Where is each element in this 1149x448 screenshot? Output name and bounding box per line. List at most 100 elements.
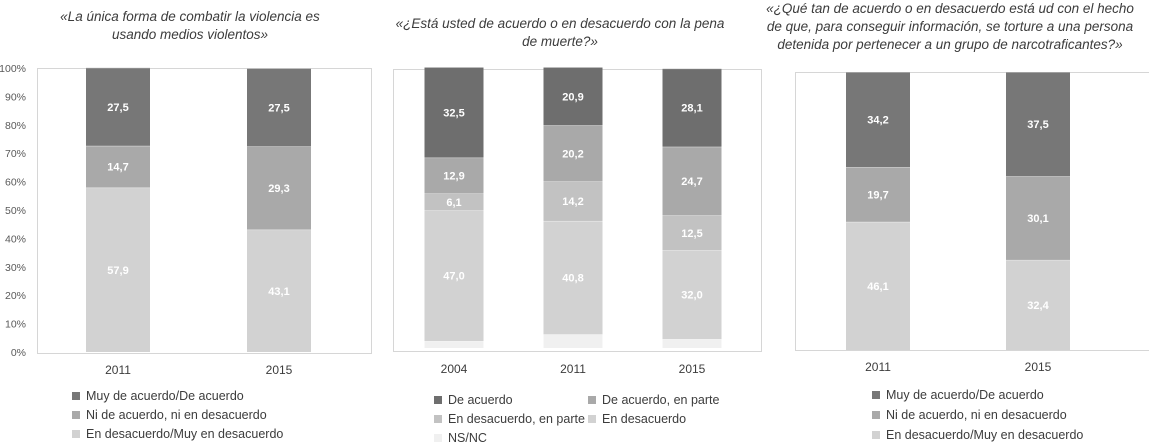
chart1-bar-segment xyxy=(247,68,311,147)
legend-label: En desacuerdo, en parte xyxy=(448,412,585,426)
chart3-data-label: 19,7 xyxy=(867,189,888,201)
chart1-bar-segment xyxy=(86,187,150,352)
legend-item: En desacuerdo/Muy en desacuerdo xyxy=(872,426,1083,445)
legend-item: De acuerdo xyxy=(434,391,513,410)
legend-item: Ni de acuerdo, ni en desacuerdo xyxy=(72,406,267,425)
chart1-data-label: 29,3 xyxy=(268,183,289,195)
legend-label: Muy de acuerdo/De acuerdo xyxy=(86,389,244,403)
legend-swatch xyxy=(72,392,80,400)
chart2-title: «¿Está usted de acuerdo o en desacuerdo … xyxy=(380,15,740,51)
chart3-data-label: 34,2 xyxy=(867,115,888,127)
chart3-bar-segment xyxy=(1006,72,1070,177)
chart1-legend: Muy de acuerdo/De acuerdo Ni de acuerdo,… xyxy=(72,387,372,447)
chart1-data-label: 43,1 xyxy=(268,286,289,298)
chart1-ytick-label: 50% xyxy=(5,205,26,217)
legend-item: Muy de acuerdo/De acuerdo xyxy=(72,387,244,406)
chart2-bar-segment xyxy=(662,250,722,340)
chart3-data-label: 46,1 xyxy=(867,281,888,293)
chart2-data-label: 40,8 xyxy=(562,273,583,285)
chart1-ytick-label: 20% xyxy=(5,290,26,302)
chart2-title-line: «¿Está usted de acuerdo o en desacuerdo … xyxy=(395,16,725,31)
chart3-title-line: detenida por pertenecer a un grupo de na… xyxy=(777,37,1123,52)
chart3-bar-segment xyxy=(846,167,910,222)
legend-item: En desacuerdo, en parte xyxy=(434,410,585,429)
legend-swatch xyxy=(872,391,880,399)
chart2-data-label: 47,0 xyxy=(443,271,464,283)
chart2-category-label: 2011 xyxy=(560,362,586,376)
chart2-bar-segment xyxy=(662,339,722,348)
chart3-bar-segment xyxy=(846,72,910,168)
chart2-bar-segment xyxy=(543,220,603,335)
chart1-bar-segment xyxy=(86,145,150,188)
chart1-bar-segment xyxy=(247,146,311,230)
chart3-title-line: de que, para conseguir información, se t… xyxy=(766,19,1134,34)
legend-swatch xyxy=(434,415,442,423)
legend-swatch xyxy=(434,434,442,442)
chart2-bar-segment xyxy=(662,146,722,216)
chart2-bar-segment xyxy=(543,334,603,348)
chart2-category-label: 2015 xyxy=(679,362,706,376)
chart1-title-line: usando medios violentos» xyxy=(111,27,269,42)
chart3-bar-segment xyxy=(1006,259,1070,350)
chart1-ytick-label: 60% xyxy=(5,177,26,189)
legend-item: Muy de acuerdo/De acuerdo xyxy=(872,386,1044,405)
legend-label: De acuerdo xyxy=(448,393,513,407)
legend-item: De acuerdo, en parte xyxy=(588,391,719,410)
chart2-data-label: 6,1 xyxy=(446,197,461,209)
chart1-ytick-label: 80% xyxy=(5,120,26,132)
chart1-title: «La única forma de combatir la violencia… xyxy=(40,8,340,44)
chart1-title-line: «La única forma de combatir la violencia… xyxy=(60,9,320,24)
chart2-data-label: 28,1 xyxy=(681,103,702,115)
chart2-data-label: 12,9 xyxy=(443,171,464,183)
chart2-title-line: de muerte?» xyxy=(522,34,598,49)
chart2-bar-segment xyxy=(424,210,484,342)
chart2-data-label: 20,9 xyxy=(562,91,583,103)
chart1-data-label: 14,7 xyxy=(107,162,128,174)
legend-swatch xyxy=(434,396,442,404)
chart3-bar-segment xyxy=(846,221,910,350)
chart2-bar-segment xyxy=(424,157,484,194)
chart1-ytick-label: 30% xyxy=(5,262,26,274)
legend-label: Ni de acuerdo, ni en desacuerdo xyxy=(886,408,1067,422)
chart2-data-label: 20,2 xyxy=(562,148,583,160)
chart2-bar-segment xyxy=(543,181,603,221)
legend-label: En desacuerdo/Muy en desacuerdo xyxy=(886,428,1084,442)
chart3-data-label: 32,4 xyxy=(1027,300,1049,312)
legend-item: En desacuerdo/Muy en desacuerdo xyxy=(72,425,283,444)
chart1-ytick-label: 0% xyxy=(11,347,26,359)
chart3-data-label: 30,1 xyxy=(1027,213,1048,225)
chart1-ytick-label: 40% xyxy=(5,233,26,245)
chart1-data-label: 57,9 xyxy=(107,265,128,277)
legend-label: Ni de acuerdo, ni en desacuerdo xyxy=(86,408,267,422)
chart3-bar-segment xyxy=(1006,176,1070,260)
chart1-ytick-label: 10% xyxy=(5,319,26,331)
chart2-bar-segment xyxy=(543,67,603,126)
chart1-bar-segment xyxy=(86,67,150,146)
legend-label: En desacuerdo/Muy en desacuerdo xyxy=(86,427,284,441)
chart2-bar-segment xyxy=(424,193,484,211)
chart1-data-label: 27,5 xyxy=(268,102,289,114)
legend-label: NS/NC xyxy=(448,431,487,445)
chart2-legend: De acuerdo De acuerdo, en parte En desac… xyxy=(434,391,754,448)
chart2-data-label: 32,5 xyxy=(443,107,464,119)
chart1-category-label: 2015 xyxy=(266,363,293,377)
legend-item: NS/NC xyxy=(434,429,487,448)
legend-swatch xyxy=(72,430,80,438)
chart1-ytick-label: 90% xyxy=(5,91,26,103)
chart2-data-label: 14,2 xyxy=(562,196,583,208)
chart2-bar-segment xyxy=(424,341,484,348)
chart2-data-label: 24,7 xyxy=(681,176,702,188)
legend-label: En desacuerdo xyxy=(602,412,687,426)
legend-item: Ni de acuerdo, ni en desacuerdo xyxy=(872,406,1067,425)
chart3-legend: Muy de acuerdo/De acuerdo Ni de acuerdo,… xyxy=(872,386,1142,446)
legend-swatch xyxy=(72,411,80,419)
legend-swatch xyxy=(588,415,596,423)
chart3-category-label: 2011 xyxy=(865,360,891,374)
legend-swatch xyxy=(872,411,880,419)
chart2-bar-segment xyxy=(662,215,722,251)
chart3-title: «¿Qué tan de acuerdo o en desacuerdo est… xyxy=(750,0,1149,54)
chart3-data-label: 37,5 xyxy=(1027,119,1048,131)
chart2-bar-segment xyxy=(424,67,484,158)
chart2-bar-segment xyxy=(662,68,722,147)
